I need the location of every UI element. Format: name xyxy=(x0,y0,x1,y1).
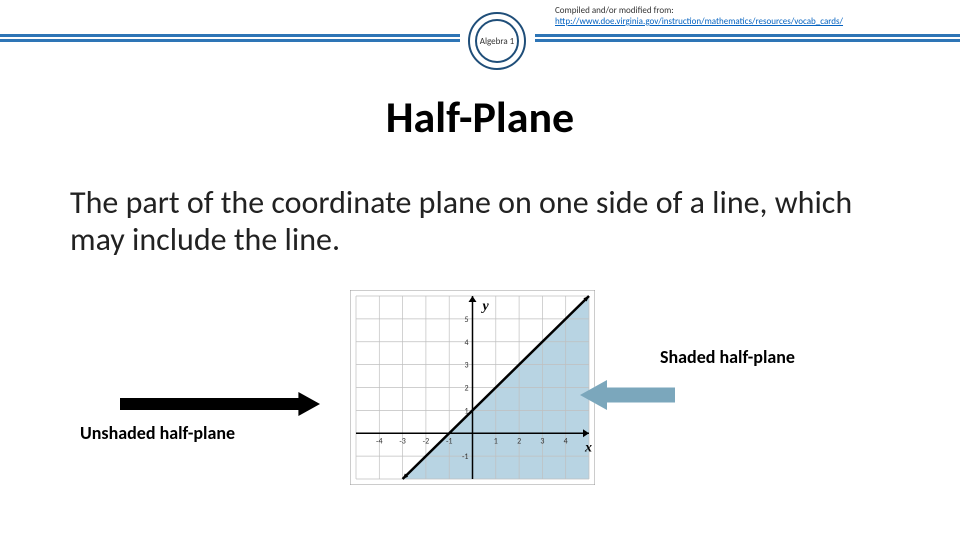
svg-text:3: 3 xyxy=(464,361,468,371)
svg-text:5: 5 xyxy=(464,315,468,325)
svg-text:-4: -4 xyxy=(376,436,383,446)
svg-text:2: 2 xyxy=(517,436,521,446)
svg-text:4: 4 xyxy=(564,436,568,446)
arrow-left-icon xyxy=(580,380,675,410)
header-rule-left xyxy=(0,34,460,42)
svg-text:y: y xyxy=(481,299,490,314)
svg-text:-1: -1 xyxy=(446,436,453,446)
header-rule-right xyxy=(535,34,960,42)
page-title: Half-Plane xyxy=(0,90,960,144)
attribution: Compiled and/or modified from: http://ww… xyxy=(555,6,843,28)
svg-text:1: 1 xyxy=(494,436,498,446)
half-plane-graph: -4-3-2-11234-112345yx xyxy=(350,290,595,485)
shaded-label: Shaded half-plane xyxy=(660,346,795,368)
svg-text:-2: -2 xyxy=(423,436,430,446)
svg-text:3: 3 xyxy=(540,436,544,446)
svg-text:4: 4 xyxy=(464,338,468,348)
course-badge: Algebra 1 xyxy=(468,12,526,70)
attribution-prefix: Compiled and/or modified from: xyxy=(555,5,674,16)
course-badge-label: Algebra 1 xyxy=(475,19,519,63)
svg-text:x: x xyxy=(584,440,592,455)
arrow-right-icon xyxy=(120,392,320,416)
svg-text:-3: -3 xyxy=(399,436,406,446)
svg-text:-1: -1 xyxy=(462,452,469,462)
definition-text: The part of the coordinate plane on one … xyxy=(70,185,890,259)
svg-text:2: 2 xyxy=(464,384,468,394)
unshaded-label: Unshaded half-plane xyxy=(80,422,235,444)
attribution-link[interactable]: http://www.doe.virginia.gov/instruction/… xyxy=(555,16,843,27)
